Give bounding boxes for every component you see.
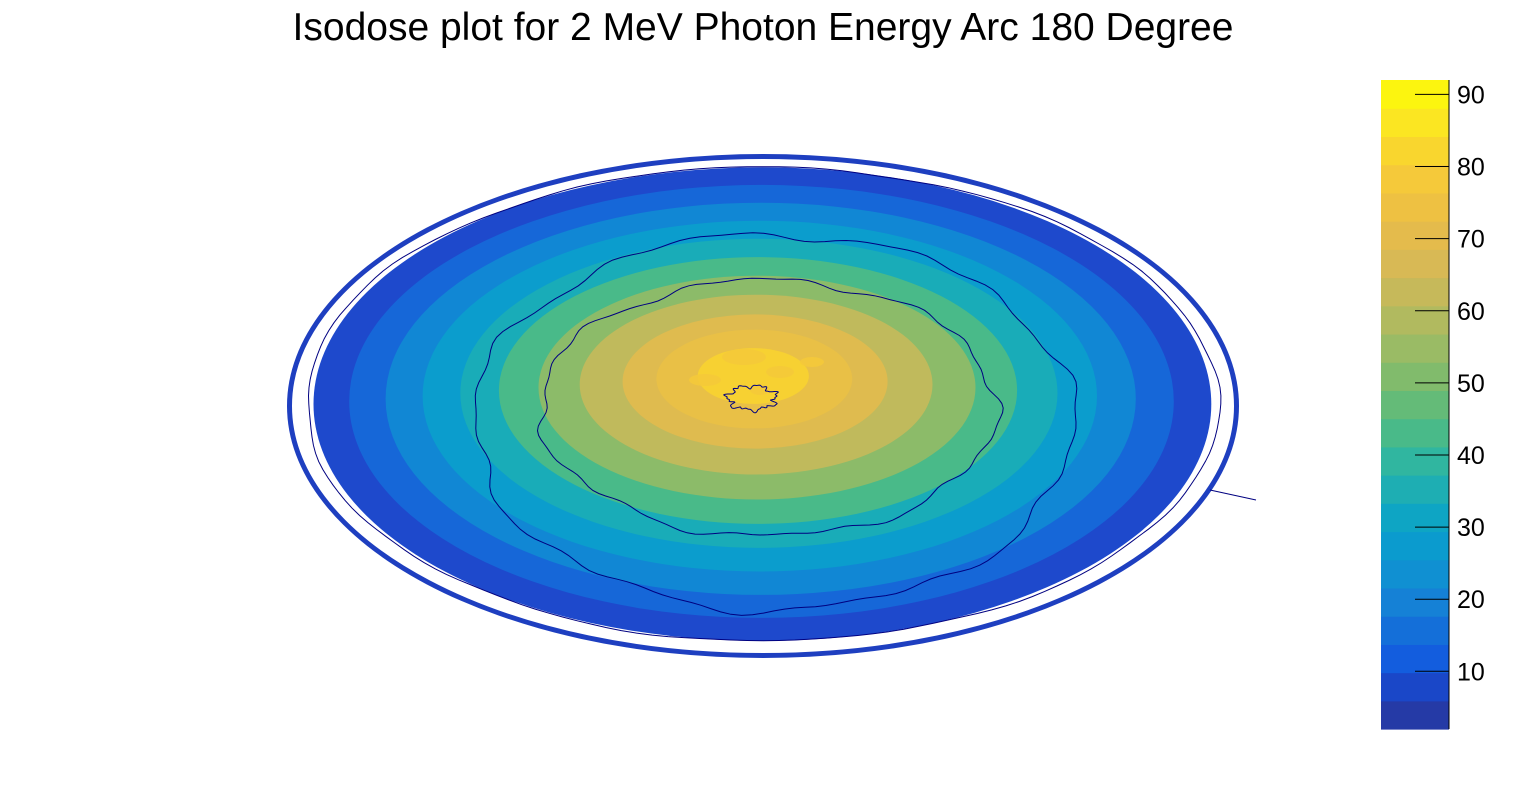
palette-band xyxy=(1381,362,1449,391)
palette-band xyxy=(1381,616,1449,645)
palette-band xyxy=(1381,587,1449,617)
palette-band xyxy=(1381,277,1449,307)
palette-band xyxy=(1381,333,1449,363)
palette-tick-label: 50 xyxy=(1457,370,1485,398)
palette-band xyxy=(1381,446,1449,476)
dose-hot-spot xyxy=(689,374,721,386)
palette-band xyxy=(1381,559,1449,589)
palette-tick-label: 70 xyxy=(1457,226,1485,254)
color-scale: 10 20 30 40 50 60 70 80 90 xyxy=(1381,80,1485,730)
palette-band xyxy=(1381,305,1449,335)
palette-tick-label: 90 xyxy=(1457,81,1485,109)
palette-bands xyxy=(1381,80,1450,730)
isodose-contour xyxy=(723,384,779,414)
dose-hot-spot xyxy=(800,357,824,367)
palette-tick-label: 40 xyxy=(1457,442,1485,470)
palette-band xyxy=(1381,531,1449,561)
axis-stub-line xyxy=(1209,489,1257,501)
palette-band xyxy=(1381,418,1449,448)
palette-band xyxy=(1381,249,1449,279)
palette-band xyxy=(1381,390,1449,420)
palette-tick-label: 20 xyxy=(1457,586,1485,614)
palette-band xyxy=(1381,503,1449,533)
palette-band xyxy=(1381,164,1449,194)
palette-tick-label: 60 xyxy=(1457,298,1485,326)
dose-color-rings xyxy=(287,154,1239,658)
palette-tick-label: 10 xyxy=(1457,658,1485,686)
dose-ring xyxy=(697,348,809,404)
palette-band xyxy=(1381,700,1449,730)
palette-tick-label: 30 xyxy=(1457,514,1485,542)
palette-tick-label: 80 xyxy=(1457,154,1485,182)
isodose-contour xyxy=(307,166,1222,642)
palette-band xyxy=(1381,672,1449,702)
palette-band xyxy=(1381,192,1449,222)
dose-hot-spot xyxy=(750,385,770,395)
dose-rim xyxy=(287,154,1239,658)
palette-band xyxy=(1381,475,1449,504)
dose-hot-spot xyxy=(766,366,794,378)
isodose-contours xyxy=(307,166,1222,642)
isodose-contour xyxy=(474,232,1078,616)
palette-ticks: 10 20 30 40 50 60 70 80 90 xyxy=(1415,81,1485,686)
dose-distribution-plane xyxy=(287,154,1239,658)
isodose-contour xyxy=(536,277,1004,536)
palette-band xyxy=(1381,644,1449,674)
palette-band xyxy=(1381,136,1449,166)
chart-title: Isodose plot for 2 MeV Photon Energy Arc… xyxy=(292,6,1234,49)
palette-band xyxy=(1381,108,1449,138)
palette-band xyxy=(1381,221,1449,250)
dose-hot-spot xyxy=(722,349,766,365)
